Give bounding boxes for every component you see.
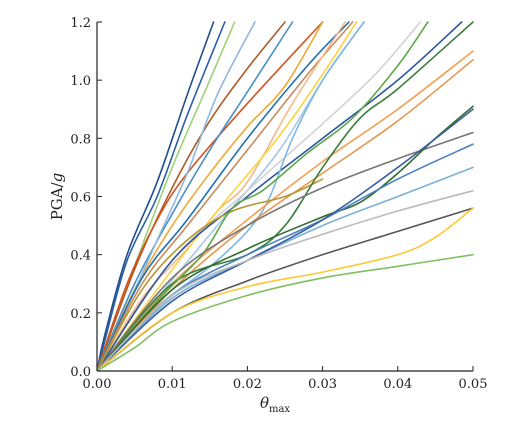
- y-tick-label: 0.8: [70, 132, 91, 147]
- series-line-26: [97, 108, 474, 371]
- series-line-1: [97, 21, 215, 371]
- series-line-21: [97, 21, 429, 371]
- series-line-4: [97, 21, 286, 371]
- x-axis-title: θmax: [260, 394, 290, 415]
- series-line-30: [97, 253, 474, 371]
- y-tick-label: 0.6: [70, 191, 91, 206]
- series-line-10: [97, 21, 354, 371]
- series-line-12: [97, 21, 358, 371]
- series-line-20: [97, 21, 474, 371]
- x-tick-label: 0.02: [233, 377, 262, 392]
- x-tick-label: 0.04: [383, 377, 412, 392]
- series-line-16: [97, 21, 365, 371]
- series-line-15: [97, 21, 463, 371]
- y-tick-label: 0.4: [70, 249, 91, 264]
- series-line-18: [97, 59, 474, 371]
- series-line-29: [97, 207, 474, 371]
- y-tick-label: 0.2: [70, 307, 91, 322]
- y-tick-label: 1.2: [70, 16, 91, 31]
- x-tick-label: 0.01: [158, 377, 187, 392]
- series-line-27: [97, 189, 474, 371]
- x-tick-label: 0.05: [459, 377, 488, 392]
- series-line-6: [97, 21, 294, 371]
- series-line-25: [97, 166, 474, 371]
- y-tick-label: 1.0: [70, 74, 91, 89]
- series-line-5: [97, 21, 324, 371]
- y-tick-label: 0.0: [70, 365, 91, 380]
- series-line-24: [97, 143, 474, 371]
- series-line-22: [97, 131, 474, 371]
- series-line-19: [97, 178, 324, 371]
- series-line-17: [97, 50, 474, 371]
- y-axis-title: PGA/g: [48, 173, 66, 221]
- axes-layer: [96, 21, 474, 372]
- series-layer: [97, 21, 474, 371]
- series-line-3: [97, 21, 236, 371]
- series-line-23: [97, 105, 474, 371]
- x-tick-label: 0.03: [308, 377, 337, 392]
- labels-layer: 0.00 0.01 0.02 0.03 0.04 0.05 0.0 0.2 0.4 0.6 0.8 1…: [48, 16, 487, 415]
- series-line-2: [97, 21, 226, 371]
- x-tick-label: 0.00: [83, 377, 112, 392]
- series-line-9: [97, 21, 350, 371]
